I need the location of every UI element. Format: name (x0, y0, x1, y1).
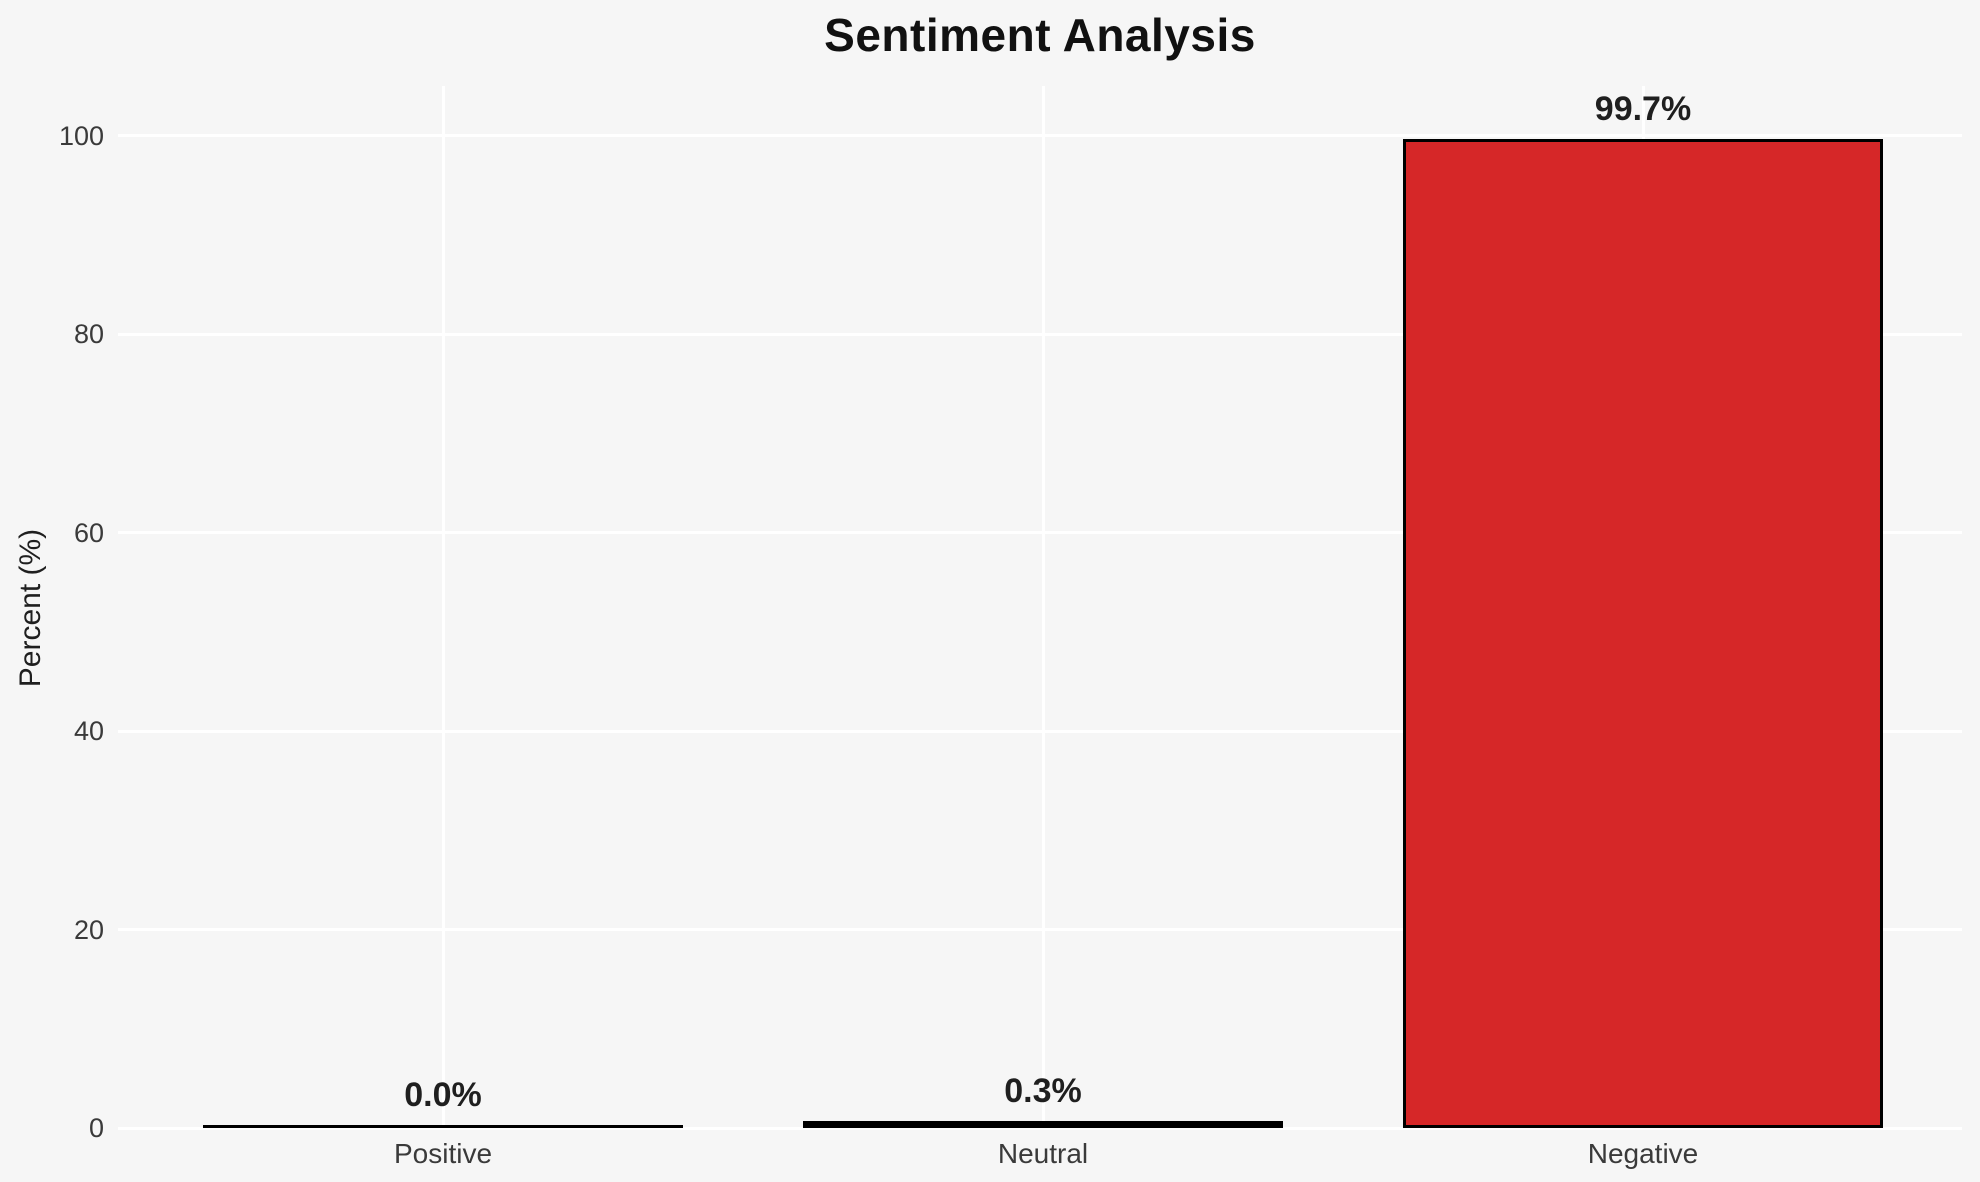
y-gridline-100 (118, 134, 1962, 138)
bar-value-label-positive: 0.0% (404, 1076, 482, 1114)
x-category-label-negative: Negative (1587, 1138, 1699, 1169)
plot-area: 0.0% 0.3% 99.7% (118, 86, 1962, 1130)
y-tick-label-80: 80 (73, 319, 104, 350)
x-gridline-neutral (1041, 86, 1045, 1128)
y-tick-label-0: 0 (88, 1113, 104, 1143)
y-gridline-80 (118, 332, 1962, 336)
chart-title: Sentiment Analysis (824, 9, 1256, 61)
x-category-label-neutral: Neutral (997, 1138, 1089, 1169)
y-gridline-0 (118, 1126, 1962, 1130)
y-tick-label-100: 100 (58, 120, 104, 151)
y-tick-label-20: 20 (73, 914, 104, 945)
x-category-label-positive: Positive (393, 1138, 493, 1169)
bar-negative (1403, 139, 1883, 1128)
y-gridline-20 (118, 928, 1962, 932)
bar-value-label-neutral: 0.3% (1004, 1072, 1082, 1110)
y-gridline-40 (118, 729, 1962, 733)
y-gridline-60 (118, 531, 1962, 535)
y-tick-label-60: 60 (73, 517, 104, 548)
y-tick-label-40: 40 (73, 716, 104, 747)
x-gridline-positive (441, 86, 445, 1128)
bar-positive (203, 1125, 683, 1128)
bar-value-label-negative: 99.7% (1594, 90, 1692, 128)
bar-neutral (803, 1121, 1283, 1128)
